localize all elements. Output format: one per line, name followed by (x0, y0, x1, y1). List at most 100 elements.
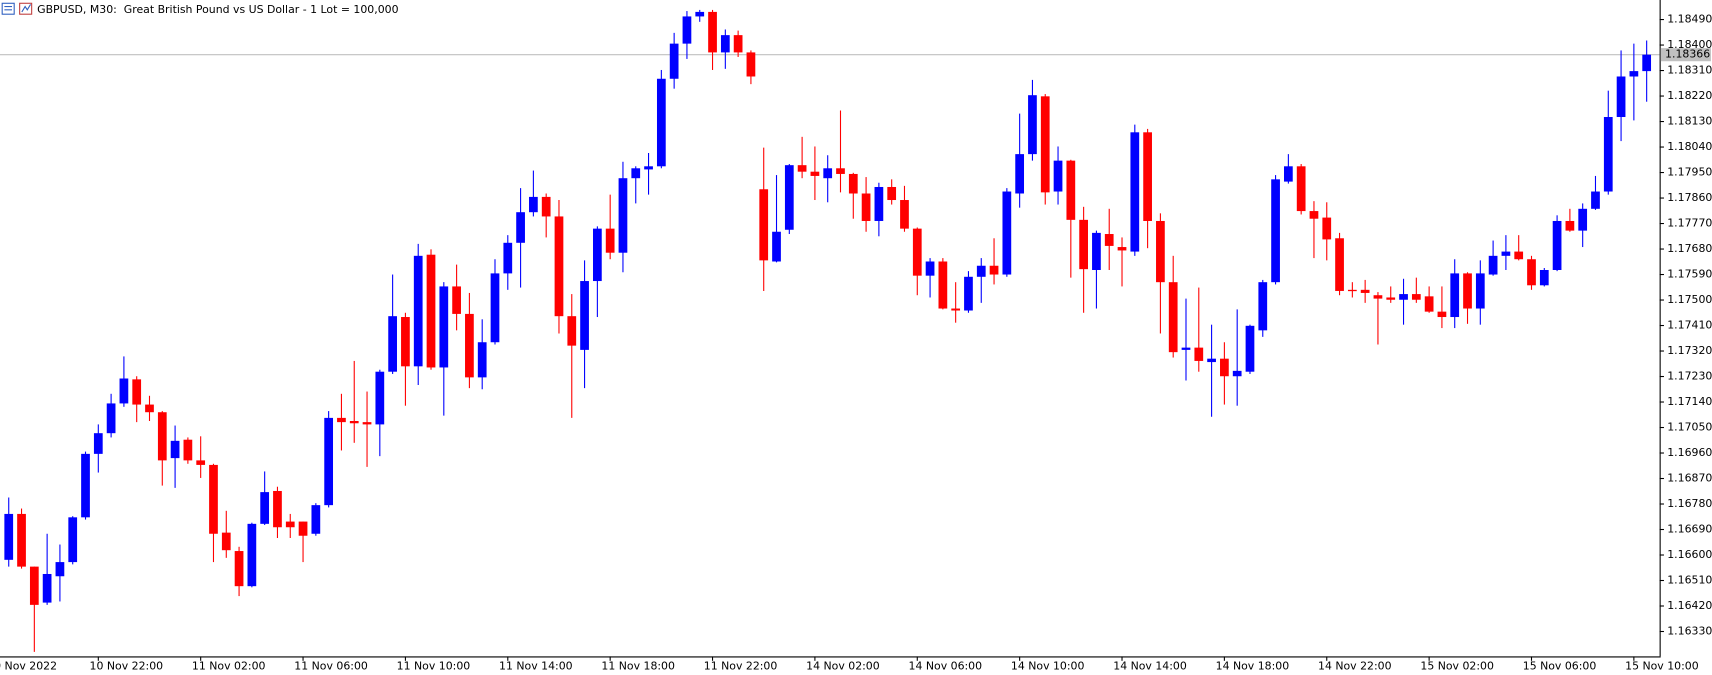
candle-body (784, 165, 794, 230)
icon (1, 2, 15, 15)
candle-body (1488, 255, 1498, 275)
candle-body (106, 403, 116, 434)
icon (21, 4, 32, 13)
x-tick-label: 14 Nov 10:00 (1011, 659, 1085, 672)
symbol-icons (1, 2, 33, 15)
candle-body (1194, 347, 1204, 361)
candle-body (925, 261, 935, 276)
candle-body (1527, 259, 1536, 286)
candle-body (1603, 117, 1613, 192)
y-tick-label: 1.17950 (1667, 166, 1712, 179)
candle-body (145, 404, 154, 413)
candle-body (669, 43, 679, 79)
candle-body (938, 261, 948, 309)
candle-body (1092, 232, 1101, 270)
candle-body (1642, 54, 1652, 72)
current-price-box (1660, 48, 1711, 62)
candle-body (733, 35, 743, 53)
candle-body (337, 417, 346, 423)
candle-body (1539, 269, 1549, 286)
candle-body (1386, 297, 1396, 300)
y-tick-label: 1.16510 (1667, 574, 1712, 587)
candle-body (810, 171, 820, 176)
chart-title: GBPUSD, M30: Great British Pound vs US D… (37, 3, 398, 16)
candle-body (1437, 311, 1447, 318)
candle-body (516, 212, 525, 243)
candle-body (1616, 76, 1626, 118)
x-tick-label: 11 Nov 06:00 (294, 659, 368, 672)
candle-body (644, 166, 653, 170)
y-tick-label: 1.17410 (1667, 319, 1712, 332)
candle-body (1501, 251, 1511, 256)
candle-body (951, 308, 961, 311)
candle-body (349, 421, 359, 424)
y-tick-label: 1.18040 (1667, 140, 1712, 153)
candle-body (1475, 273, 1485, 309)
y-tick-label: 1.16870 (1667, 472, 1712, 485)
candle-body (964, 276, 973, 311)
candle-body (132, 379, 142, 405)
candle-body (490, 273, 500, 343)
candle-body (656, 78, 666, 167)
x-tick-label: 15 Nov 10:00 (1625, 659, 1699, 672)
y-tick-label: 1.17770 (1667, 217, 1712, 230)
candle-body (989, 265, 999, 275)
candle-body (797, 165, 807, 172)
y-tick-label: 1.16960 (1667, 446, 1712, 459)
x-tick-label: 10 Nov 2022 (0, 659, 57, 672)
candle-body (413, 255, 423, 367)
candle-body (1296, 166, 1306, 212)
y-tick-label: 1.17320 (1667, 344, 1712, 357)
candle-body (823, 168, 833, 179)
candle-body (298, 521, 308, 536)
candle-body (1130, 132, 1140, 252)
candle-body (1450, 273, 1460, 318)
candle-body (452, 286, 461, 314)
candle-body (1117, 247, 1127, 251)
candle-body (912, 228, 922, 276)
candle-body (1373, 295, 1383, 299)
candle-body (247, 523, 257, 587)
candle-body (93, 433, 103, 454)
x-tick-label: 14 Nov 22:00 (1318, 659, 1392, 672)
candle-body (900, 200, 909, 229)
candle-body (861, 193, 871, 221)
y-tick-label: 1.18220 (1667, 89, 1712, 102)
y-tick-label: 1.17230 (1667, 370, 1712, 383)
candle-body (772, 231, 781, 262)
candle-body (708, 11, 717, 53)
candle-body (81, 453, 90, 518)
candle-body (1309, 211, 1319, 219)
x-tick-label: 14 Nov 18:00 (1216, 659, 1290, 672)
candle-body (1053, 160, 1063, 192)
candle-body (170, 440, 180, 459)
x-tick-label: 11 Nov 10:00 (397, 659, 471, 672)
y-tick-label: 1.17050 (1667, 421, 1712, 434)
candle-body (1565, 220, 1575, 231)
candle-body (1079, 219, 1088, 270)
x-tick-label: 15 Nov 06:00 (1523, 659, 1597, 672)
candle-body (1514, 251, 1524, 260)
candle-body (324, 417, 334, 506)
candle-body (1271, 179, 1280, 283)
y-tick-label: 1.18130 (1667, 115, 1712, 128)
candle-body (720, 35, 730, 53)
candle-body (119, 378, 129, 404)
x-tick-label: 14 Nov 14:00 (1113, 659, 1187, 672)
y-tick-label: 1.17860 (1667, 191, 1712, 204)
candle-body (1207, 358, 1216, 363)
candle-body (401, 317, 410, 367)
candle-body (1629, 71, 1639, 77)
candle-body (503, 242, 513, 274)
candle-body (567, 316, 577, 346)
candle-body (1168, 282, 1178, 353)
candle-body (68, 517, 78, 563)
candle-body (477, 342, 487, 378)
x-tick-label: 11 Nov 18:00 (601, 659, 675, 672)
y-tick-label: 1.16780 (1667, 497, 1712, 510)
candle-body (695, 11, 705, 17)
candle-body (1220, 358, 1229, 377)
candle-body (1245, 325, 1255, 372)
candle-body (1424, 296, 1434, 312)
